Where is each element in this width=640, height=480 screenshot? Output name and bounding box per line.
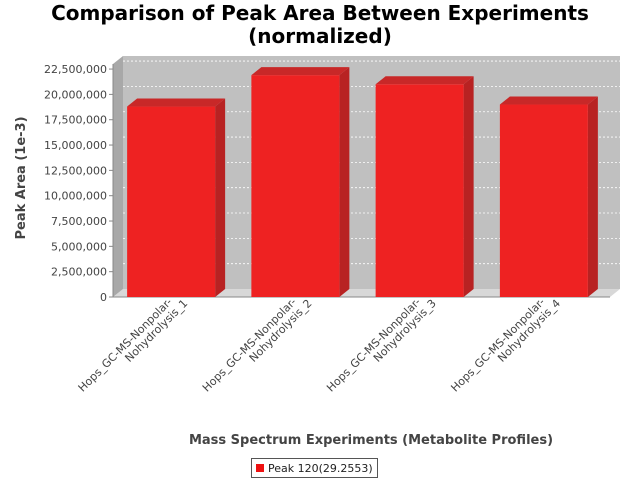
y-axis-title: Peak Area (1e-3) bbox=[14, 116, 29, 239]
bar-side bbox=[215, 98, 226, 298]
bar bbox=[251, 75, 340, 297]
y-tick-label: 0 bbox=[100, 291, 107, 304]
chart-title-line-2: (normalized) bbox=[248, 24, 392, 48]
plot-floor bbox=[113, 289, 620, 297]
y-tick-label: 7,500,000 bbox=[51, 215, 107, 228]
bar-side bbox=[587, 96, 598, 298]
x-category-label: Hops_GC-MS-Nonpolar-Nohydrolysis_3 bbox=[324, 295, 439, 394]
y-tick-label: 10,000,000 bbox=[44, 190, 107, 203]
x-category-label-line: Hops_GC-MS-Nonpolar- bbox=[76, 295, 175, 394]
y-tick-label: 22,500,000 bbox=[44, 63, 107, 76]
bar bbox=[127, 106, 216, 298]
y-tick-label: 20,000,000 bbox=[44, 88, 107, 101]
legend-label: Peak 120(29.2553) bbox=[268, 461, 373, 475]
bar-side bbox=[339, 67, 350, 297]
bar bbox=[499, 104, 588, 298]
y-axis-ticks: 0 2,500,000 5,000,000 7,500,000 10,000,000 12… bbox=[44, 63, 113, 304]
x-category-label-line: Hops_GC-MS-Nonpolar- bbox=[200, 295, 299, 394]
bar-side bbox=[463, 76, 474, 298]
y-tick-label: 17,500,000 bbox=[44, 114, 107, 127]
x-axis-title: Mass Spectrum Experiments (Metabolite Pr… bbox=[189, 433, 553, 448]
x-category-label-line: Hops_GC-MS-Nonpolar- bbox=[324, 295, 423, 394]
x-category-label: Hops_GC-MS-Nonpolar-Nohydrolysis_2 bbox=[200, 295, 315, 394]
chart-title: Comparison of Peak Area Between Experime… bbox=[0, 2, 640, 48]
x-category-label: Hops_GC-MS-Nonpolar-Nohydrolysis_4 bbox=[448, 295, 563, 394]
legend: Peak 120(29.2553) bbox=[251, 458, 378, 478]
x-category-label-line: Hops_GC-MS-Nonpolar- bbox=[448, 295, 547, 394]
bar bbox=[375, 84, 464, 298]
x-axis-categories: Hops_GC-MS-Nonpolar-Nohydrolysis_1 Hops_G… bbox=[76, 295, 563, 394]
bars bbox=[127, 67, 598, 298]
gridlines bbox=[123, 60, 620, 265]
bar-top bbox=[375, 76, 474, 85]
x-category-label: Hops_GC-MS-Nonpolar-Nohydrolysis_1 bbox=[76, 295, 191, 394]
y-tick-label: 15,000,000 bbox=[44, 139, 107, 152]
bar-top bbox=[499, 96, 598, 105]
plot-back-wall bbox=[123, 56, 620, 289]
chart-title-line-1: Comparison of Peak Area Between Experime… bbox=[51, 1, 589, 25]
bar-top bbox=[127, 98, 226, 107]
plot-left-wall bbox=[113, 56, 123, 297]
legend-swatch bbox=[256, 464, 264, 472]
y-tick-label: 5,000,000 bbox=[51, 240, 107, 253]
y-tick-label: 12,500,000 bbox=[44, 164, 107, 177]
bar-top bbox=[251, 67, 350, 76]
y-tick-label: 2,500,000 bbox=[51, 266, 107, 279]
